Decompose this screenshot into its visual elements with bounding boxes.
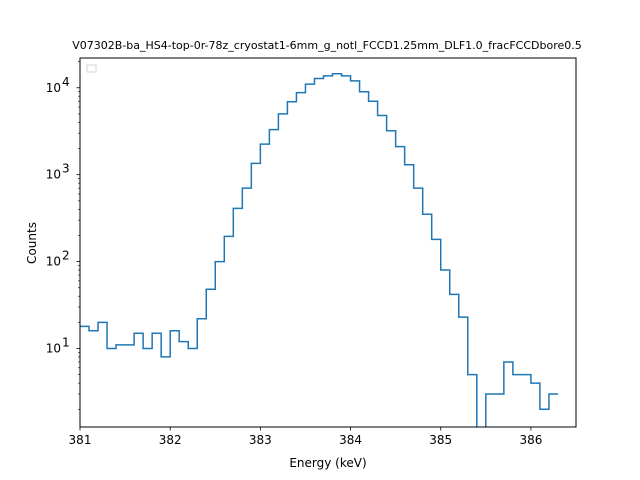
x-tick-label: 381 [69, 433, 92, 447]
plot-frame [80, 58, 576, 427]
x-tick-label: 383 [249, 433, 272, 447]
y-tick-label: 10 [46, 342, 61, 356]
y-tick-exponent: 1 [62, 336, 70, 350]
axes-frame [79, 57, 577, 428]
chart-title: V07302B-ba_HS4-top-0r-78z_cryostat1-6mm_… [72, 39, 582, 52]
histogram-step-line [80, 72, 558, 427]
y-axis-label: Counts [25, 222, 39, 264]
y-tick-label: 10 [46, 81, 61, 95]
y-tick-exponent: 3 [62, 162, 70, 176]
x-tick-label: 385 [429, 433, 452, 447]
plot-area [80, 58, 576, 427]
y-tick-label: 10 [46, 168, 61, 182]
x-tick-label: 384 [339, 433, 362, 447]
x-tick-label: 382 [159, 433, 182, 447]
x-tick-label: 386 [519, 433, 542, 447]
y-tick-exponent: 2 [62, 249, 70, 263]
legend-box [86, 64, 97, 73]
y-tick-label: 10 [46, 255, 61, 269]
x-axis: 381 382 383 384 385 386 [69, 427, 542, 447]
x-axis-label: Energy (keV) [289, 456, 366, 470]
series [80, 72, 558, 427]
y-tick-exponent: 4 [62, 75, 70, 89]
